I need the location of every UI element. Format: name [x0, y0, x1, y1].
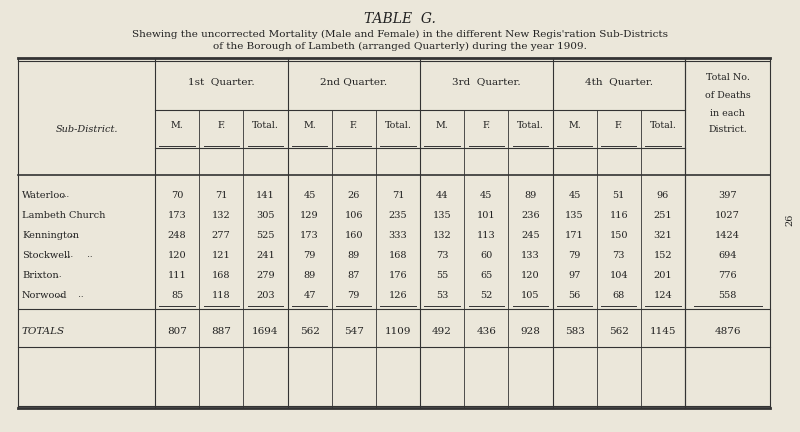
Text: 53: 53 — [436, 290, 448, 299]
Text: 68: 68 — [613, 290, 625, 299]
Text: of the Borough of Lambeth (arranged Quarterly) during the year 1909.: of the Borough of Lambeth (arranged Quar… — [213, 42, 587, 51]
Text: TABLE  G.: TABLE G. — [364, 12, 436, 26]
Text: 105: 105 — [521, 290, 540, 299]
Text: 562: 562 — [609, 327, 629, 336]
Text: Total.: Total. — [252, 121, 279, 130]
Text: 4876: 4876 — [714, 327, 741, 336]
Text: 152: 152 — [654, 251, 672, 260]
Text: 235: 235 — [389, 210, 407, 219]
Text: Total.: Total. — [385, 121, 411, 130]
Text: 1424: 1424 — [715, 231, 740, 239]
Text: 173: 173 — [168, 210, 186, 219]
Text: 305: 305 — [256, 210, 274, 219]
Text: 176: 176 — [389, 270, 407, 280]
Text: 132: 132 — [212, 210, 230, 219]
Text: 65: 65 — [480, 270, 492, 280]
Text: 101: 101 — [477, 210, 495, 219]
Text: F.: F. — [350, 121, 358, 130]
Text: 251: 251 — [654, 210, 672, 219]
Text: 245: 245 — [521, 231, 540, 239]
Text: ...: ... — [56, 191, 69, 199]
Text: 141: 141 — [256, 191, 274, 200]
Text: 333: 333 — [389, 231, 407, 239]
Text: 111: 111 — [168, 270, 186, 280]
Text: 121: 121 — [212, 251, 230, 260]
Text: 277: 277 — [212, 231, 230, 239]
Text: 79: 79 — [568, 251, 581, 260]
Text: 279: 279 — [256, 270, 274, 280]
Text: 85: 85 — [171, 290, 183, 299]
Text: Stockwell: Stockwell — [22, 251, 70, 260]
Text: Total.: Total. — [650, 121, 676, 130]
Text: ..: .. — [64, 231, 74, 239]
Text: 118: 118 — [212, 290, 230, 299]
Text: 171: 171 — [566, 231, 584, 239]
Text: Sub-District.: Sub-District. — [55, 126, 118, 134]
Text: TOTALS: TOTALS — [22, 327, 65, 336]
Text: ..: .. — [82, 251, 92, 259]
Text: 558: 558 — [718, 290, 737, 299]
Text: 928: 928 — [521, 327, 540, 336]
Text: 807: 807 — [167, 327, 187, 336]
Text: 52: 52 — [480, 290, 493, 299]
Text: F.: F. — [217, 121, 226, 130]
Text: 168: 168 — [212, 270, 230, 280]
Text: in each: in each — [710, 108, 745, 118]
Text: 694: 694 — [718, 251, 737, 260]
Text: ..: .. — [74, 291, 84, 299]
Text: 51: 51 — [613, 191, 625, 200]
Text: 397: 397 — [718, 191, 737, 200]
Text: 70: 70 — [171, 191, 183, 200]
Text: 104: 104 — [610, 270, 628, 280]
Text: 71: 71 — [392, 191, 404, 200]
Text: 126: 126 — [389, 290, 407, 299]
Text: 73: 73 — [436, 251, 448, 260]
Text: 96: 96 — [657, 191, 669, 200]
Text: Kennington: Kennington — [22, 231, 79, 239]
Text: Norwood: Norwood — [22, 290, 67, 299]
Text: Shewing the uncorrected Mortality (Male and Female) in the different New Regis'r: Shewing the uncorrected Mortality (Male … — [132, 30, 668, 39]
Text: Total No.: Total No. — [706, 73, 750, 83]
Text: 173: 173 — [300, 231, 319, 239]
Text: 583: 583 — [565, 327, 585, 336]
Text: 116: 116 — [610, 210, 628, 219]
Text: Lambeth Church: Lambeth Church — [22, 210, 106, 219]
Text: Waterloo: Waterloo — [22, 191, 66, 200]
Text: 160: 160 — [345, 231, 363, 239]
Text: 241: 241 — [256, 251, 274, 260]
Text: ...: ... — [51, 291, 65, 299]
Text: 887: 887 — [211, 327, 231, 336]
Text: 248: 248 — [168, 231, 186, 239]
Text: 79: 79 — [347, 290, 360, 299]
Text: 26: 26 — [347, 191, 360, 200]
Text: 1st  Quarter.: 1st Quarter. — [188, 77, 254, 86]
Text: 203: 203 — [256, 290, 274, 299]
Text: 89: 89 — [303, 270, 316, 280]
Text: 1109: 1109 — [385, 327, 411, 336]
Text: 525: 525 — [256, 231, 274, 239]
Text: 562: 562 — [300, 327, 319, 336]
Text: District.: District. — [708, 126, 747, 134]
Text: 45: 45 — [303, 191, 316, 200]
Text: 55: 55 — [436, 270, 448, 280]
Text: 132: 132 — [433, 231, 451, 239]
Text: Brixton: Brixton — [22, 270, 58, 280]
Text: 201: 201 — [654, 270, 672, 280]
Text: 120: 120 — [521, 270, 540, 280]
Text: 1694: 1694 — [252, 327, 278, 336]
Text: 168: 168 — [389, 251, 407, 260]
Text: 89: 89 — [524, 191, 537, 200]
Text: 135: 135 — [566, 210, 584, 219]
Text: M.: M. — [303, 121, 316, 130]
Text: 124: 124 — [654, 290, 672, 299]
Text: 47: 47 — [303, 290, 316, 299]
Text: 73: 73 — [613, 251, 625, 260]
Text: 4th  Quarter.: 4th Quarter. — [585, 77, 653, 86]
Text: M.: M. — [170, 121, 183, 130]
Text: 321: 321 — [654, 231, 672, 239]
Text: 60: 60 — [480, 251, 492, 260]
Text: 150: 150 — [610, 231, 628, 239]
Text: 3rd  Quarter.: 3rd Quarter. — [452, 77, 521, 86]
Text: 56: 56 — [569, 290, 581, 299]
